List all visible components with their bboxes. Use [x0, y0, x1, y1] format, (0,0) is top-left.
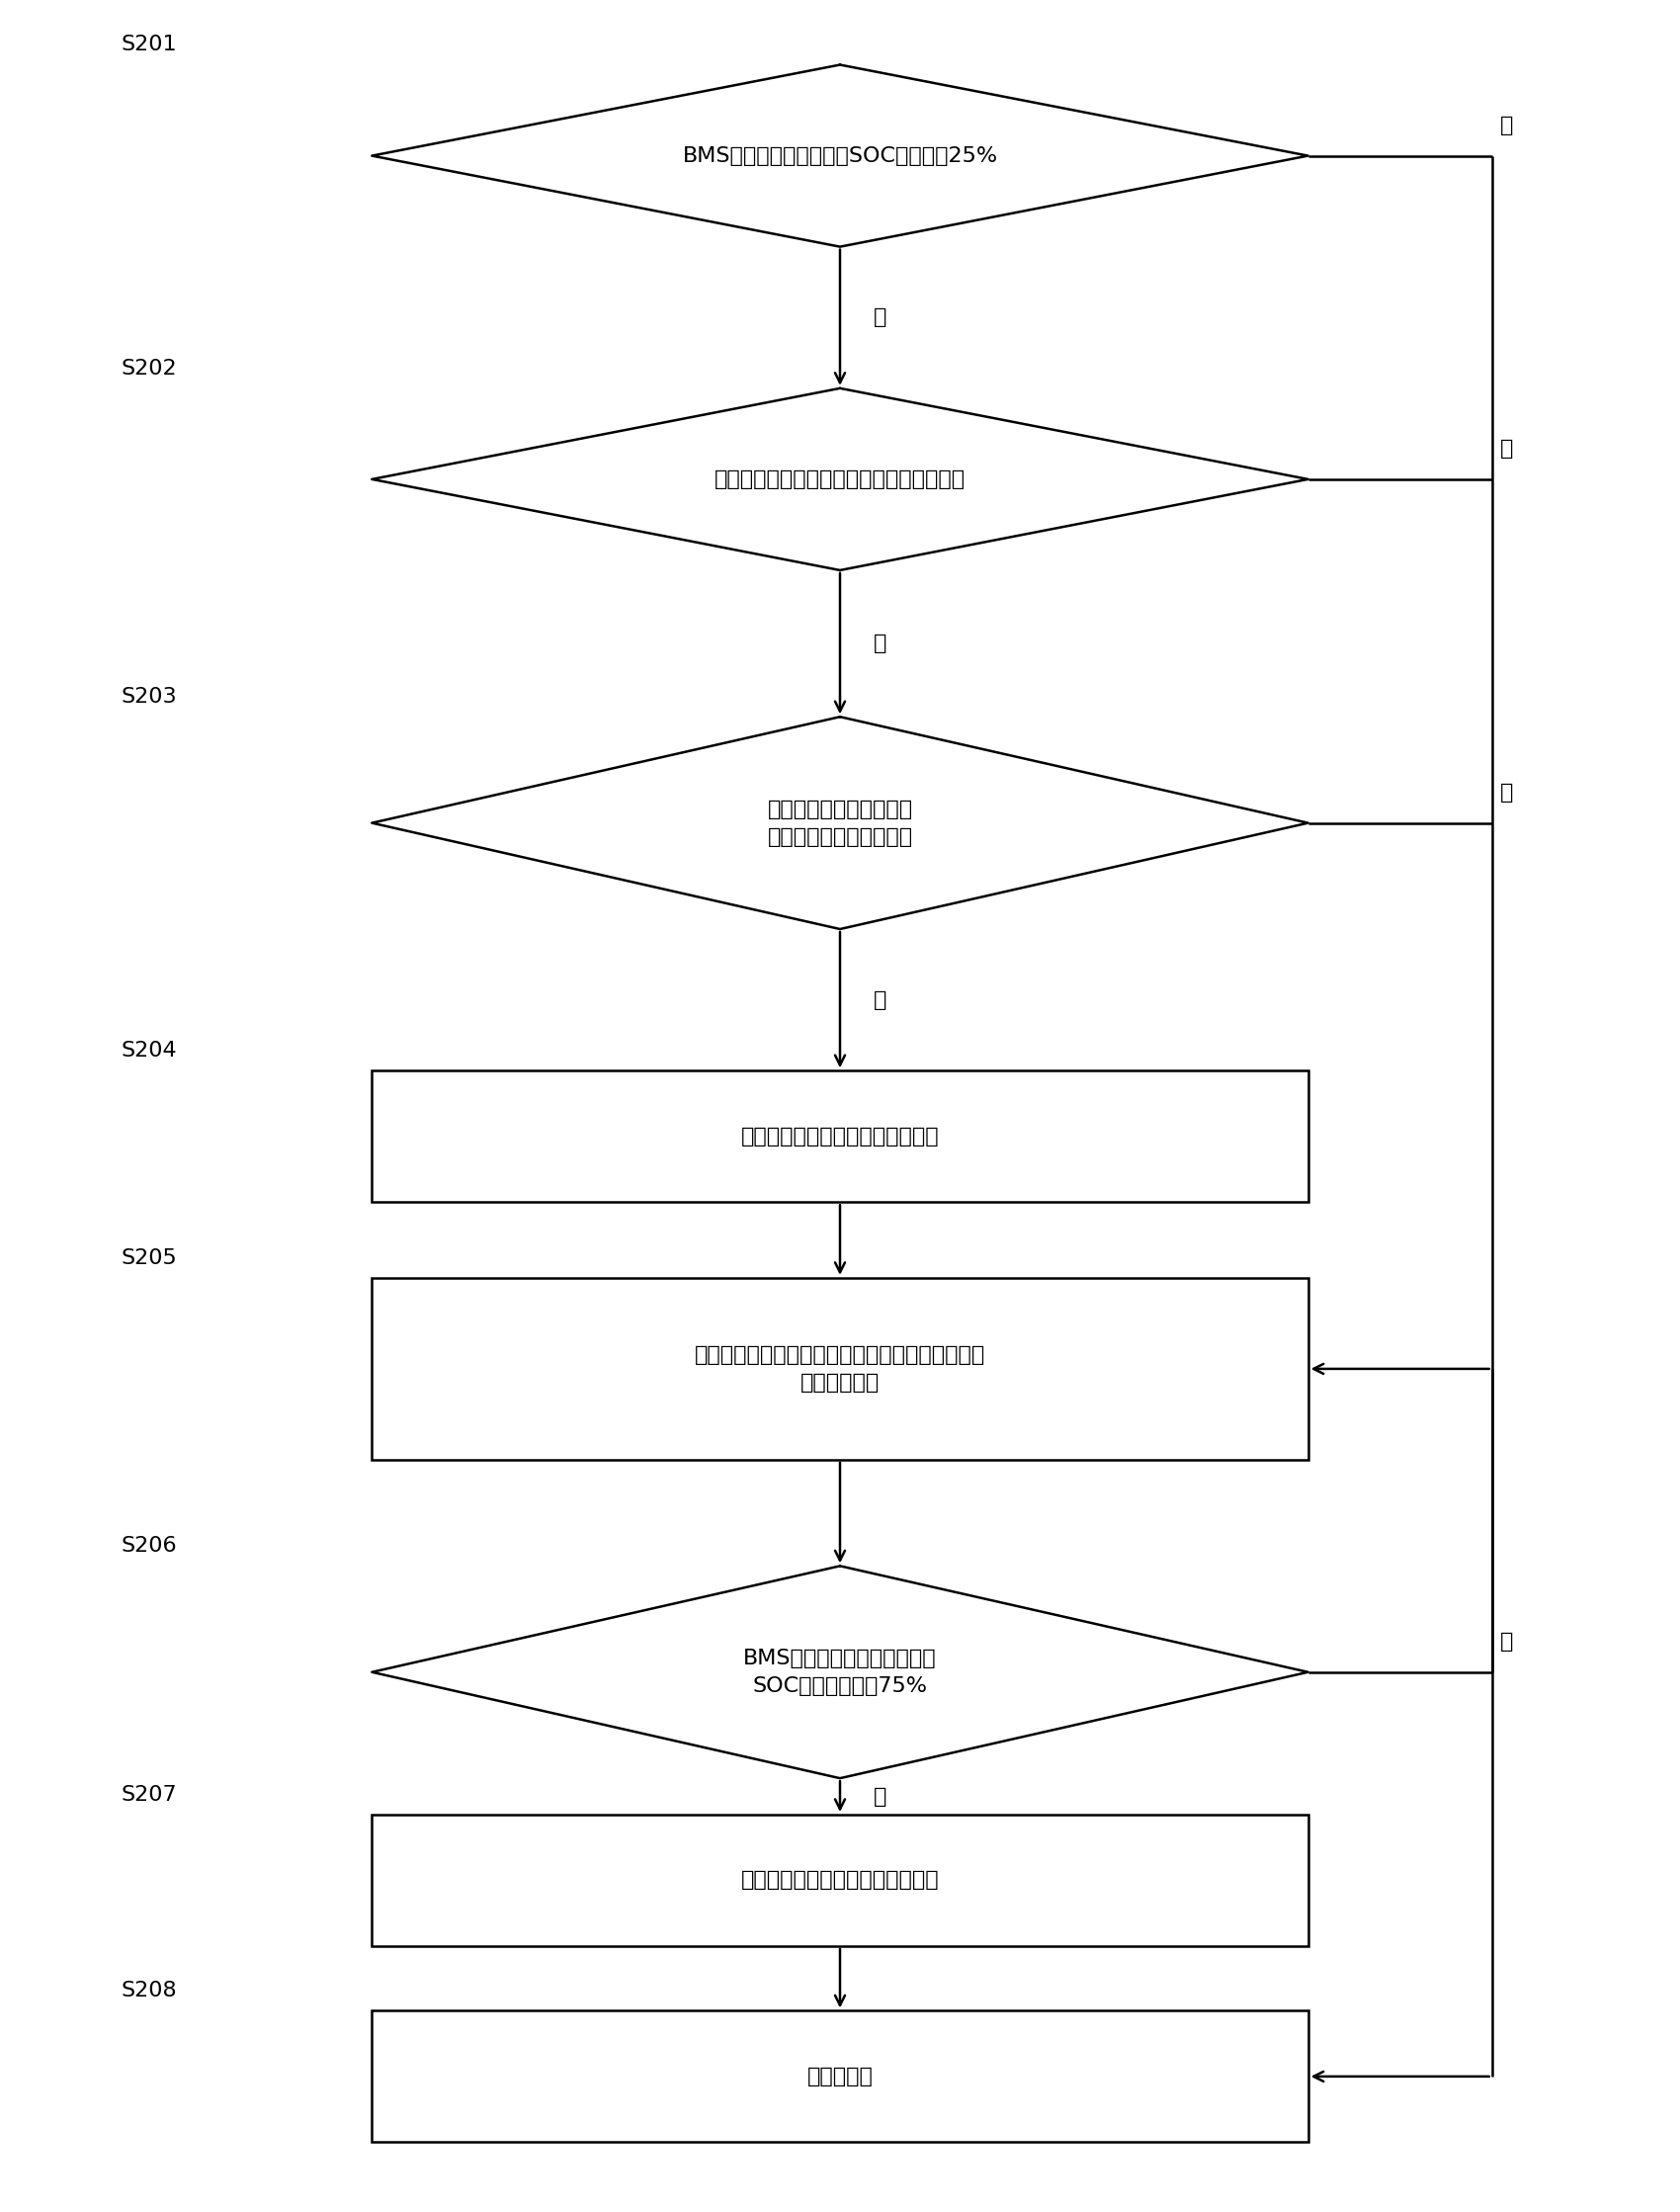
Bar — [371, 1814, 1309, 1947]
Text: S201: S201 — [121, 35, 176, 55]
Text: S207: S207 — [121, 1785, 176, 1805]
Text: S205: S205 — [121, 1248, 176, 1267]
Text: S203: S203 — [121, 688, 176, 706]
Text: 是: 是 — [874, 633, 887, 653]
Bar — [371, 2011, 1309, 2141]
Text: BMS检测电池的荷电状态SOC是否小于25%: BMS检测电池的荷电状态SOC是否小于25% — [682, 146, 998, 166]
Bar — [371, 1071, 1309, 1201]
Bar — [371, 1279, 1309, 1460]
Text: 发动机静止: 发动机静止 — [806, 2066, 874, 2086]
Text: 是: 是 — [874, 307, 887, 327]
Text: 否: 否 — [1500, 783, 1514, 803]
Text: BMS检测当前电池的荷电状态
SOC是否大于等于75%: BMS检测当前电池的荷电状态 SOC是否大于等于75% — [743, 1648, 937, 1697]
Text: 否: 否 — [1500, 440, 1514, 460]
Text: S204: S204 — [121, 1040, 176, 1060]
Text: 否: 否 — [1500, 1632, 1514, 1652]
Text: S208: S208 — [121, 1982, 176, 2000]
Text: S202: S202 — [121, 358, 176, 378]
Text: 是: 是 — [874, 1787, 887, 1807]
Text: S206: S206 — [121, 1535, 176, 1555]
Text: 发动机控制器控制发动机熄火停转: 发动机控制器控制发动机熄火停转 — [741, 1871, 939, 1891]
Text: 手刹拉起信号传感器检测
手刹状态是否为拉起状态: 手刹拉起信号传感器检测 手刹状态是否为拉起状态 — [768, 799, 912, 847]
Text: 否: 否 — [1500, 115, 1514, 135]
Text: 发动机控制器控制发动机点火起动: 发动机控制器控制发动机点火起动 — [741, 1126, 939, 1146]
Text: 发动机通过皮带驱动发电机转动进行发电，发电机
向铁电池充电: 发动机通过皮带驱动发电机转动进行发电，发电机 向铁电池充电 — [694, 1345, 986, 1394]
Text: 档位传感器检测车辆的变速箱是否处于空挡: 档位传感器检测车辆的变速箱是否处于空挡 — [714, 469, 966, 489]
Text: 是: 是 — [874, 991, 887, 1009]
